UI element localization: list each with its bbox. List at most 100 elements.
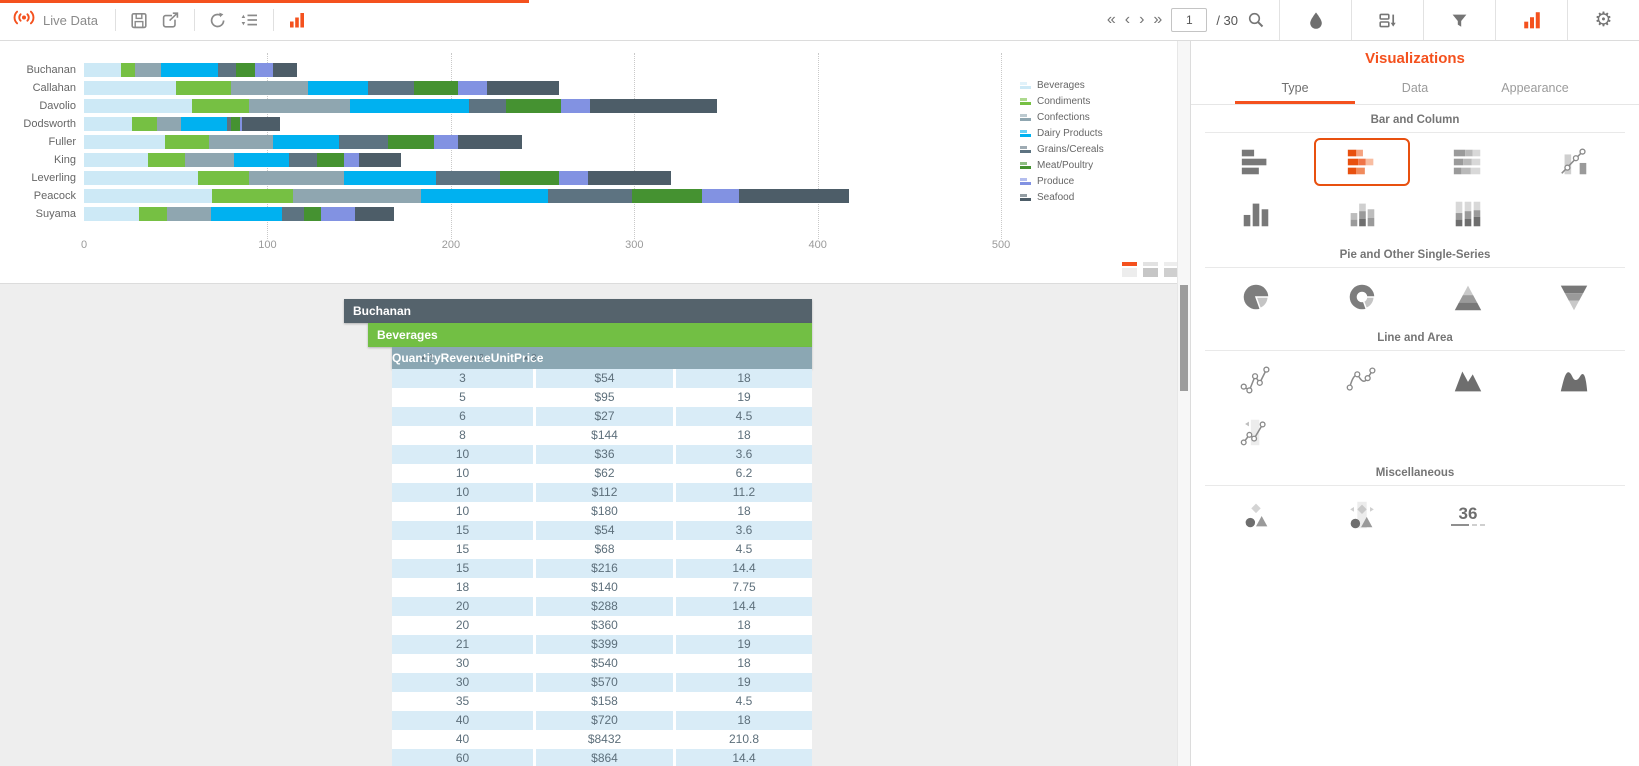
spline-chart-type-button[interactable] — [1345, 354, 1379, 406]
table-row[interactable]: 40 $8432 210.8 — [392, 730, 812, 749]
table-row[interactable]: 10 $36 3.6 — [392, 445, 812, 464]
stacked-bar[interactable] — [84, 63, 297, 77]
bar-segment-grains-cereals[interactable] — [282, 207, 305, 221]
stacked-bar[interactable] — [84, 189, 849, 203]
bar-segment-grains-cereals[interactable] — [227, 117, 231, 131]
next-page-button[interactable]: › — [1139, 11, 1145, 28]
bar-segment-grains-cereals[interactable] — [469, 99, 506, 113]
bar-segment-grains-cereals[interactable] — [548, 189, 633, 203]
bar-segment-confections[interactable] — [230, 81, 308, 95]
scrollbar-thumb[interactable] — [1180, 285, 1188, 391]
area-chart-type-button[interactable] — [1451, 354, 1485, 406]
table-row[interactable]: 15 $216 14.4 — [392, 559, 812, 578]
bar-segment-beverages[interactable] — [84, 63, 121, 77]
bar-segment-produce[interactable] — [458, 81, 488, 95]
bar-segment-produce[interactable] — [239, 117, 242, 131]
bar-segment-beverages[interactable] — [84, 153, 149, 167]
bar-segment-dairy-products[interactable] — [344, 171, 437, 185]
column-header-unitprice[interactable]: UnitPrice ▲ 3 — [491, 347, 544, 369]
bar-segment-condiments[interactable] — [212, 189, 294, 203]
bar-segment-dairy-products[interactable] — [307, 81, 369, 95]
bar-segment-seafood[interactable] — [590, 99, 717, 113]
table-row[interactable]: 6 $27 4.5 — [392, 407, 812, 426]
chart-icon[interactable] — [281, 3, 313, 37]
prev-page-button[interactable]: ‹ — [1124, 11, 1131, 28]
table-group-header-employee[interactable]: Buchanan — [344, 299, 812, 323]
table-row[interactable]: 20 $360 18 — [392, 616, 812, 635]
number-chart-type-button[interactable]: 36 — [1451, 489, 1485, 541]
bar-segment-condiments[interactable] — [139, 207, 167, 221]
bar-segment-condiments[interactable] — [120, 63, 136, 77]
report-options-icon[interactable] — [234, 3, 266, 37]
bar-segment-confections[interactable] — [293, 189, 422, 203]
stacked-bar[interactable] — [84, 153, 402, 167]
stacked-bar[interactable] — [84, 81, 560, 95]
mini-page-indicator-active[interactable] — [1122, 262, 1137, 277]
bar-segment-meat-poultry[interactable] — [236, 63, 255, 77]
page-number-input[interactable] — [1171, 8, 1208, 32]
scatter-range-chart-type-button[interactable] — [1345, 489, 1379, 541]
bar-segment-produce[interactable] — [320, 207, 356, 221]
table-row[interactable]: 10 $180 18 — [392, 502, 812, 521]
bar-segment-meat-poultry[interactable] — [500, 171, 560, 185]
table-row[interactable]: 8 $144 18 — [392, 426, 812, 445]
bar-segment-produce[interactable] — [344, 153, 360, 167]
chart-active-icon[interactable] — [1495, 0, 1567, 40]
column-header-revenue[interactable]: Revenue ▲ 2 — [441, 347, 491, 369]
line-range-chart-type-button[interactable] — [1239, 406, 1273, 458]
bar-segment-seafood[interactable] — [355, 207, 394, 221]
stacked-column-chart-type-button[interactable] — [1345, 188, 1379, 240]
pyramid-chart-type-button[interactable] — [1451, 271, 1485, 323]
full-stacked-bar-chart-type-button[interactable] — [1451, 136, 1485, 188]
bar-segment-condiments[interactable] — [175, 81, 231, 95]
bar-segment-beverages[interactable] — [84, 81, 176, 95]
stacked-bar[interactable] — [84, 171, 671, 185]
bar-segment-meat-poultry[interactable] — [414, 81, 459, 95]
bar-segment-dairy-products[interactable] — [349, 99, 470, 113]
stacked-bar[interactable] — [84, 99, 717, 113]
bar-segment-meat-poultry[interactable] — [304, 207, 321, 221]
stacked-bar[interactable] — [84, 135, 523, 149]
bar-segment-beverages[interactable] — [84, 99, 193, 113]
spline-area-chart-type-button[interactable] — [1557, 354, 1591, 406]
bar-segment-dairy-products[interactable] — [272, 135, 339, 149]
legend-item[interactable]: Seafood — [1020, 189, 1104, 205]
column-chart-type-button[interactable] — [1239, 188, 1273, 240]
bar-segment-confections[interactable] — [208, 135, 273, 149]
bar-segment-beverages[interactable] — [84, 189, 213, 203]
bar-segment-seafood[interactable] — [241, 117, 281, 131]
last-page-button[interactable]: » — [1153, 11, 1163, 28]
bar-segment-produce[interactable] — [254, 63, 273, 77]
fields-sort-icon[interactable] — [1351, 0, 1423, 40]
bar-segment-confections[interactable] — [135, 63, 162, 77]
legend-item[interactable]: Condiments — [1020, 93, 1104, 109]
bar-segment-grains-cereals[interactable] — [338, 135, 389, 149]
table-row[interactable]: 18 $140 7.75 — [392, 578, 812, 597]
funnel-chart-type-button[interactable] — [1557, 271, 1591, 323]
bar-segment-dairy-products[interactable] — [234, 153, 290, 167]
legend-item[interactable]: Dairy Products — [1020, 125, 1104, 141]
stacked-bar-chart-type-button[interactable] — [1314, 136, 1410, 188]
legend-item[interactable]: Produce — [1020, 173, 1104, 189]
filter-icon[interactable] — [1423, 0, 1495, 40]
table-row[interactable]: 35 $158 4.5 — [392, 692, 812, 711]
bar-segment-beverages[interactable] — [84, 135, 165, 149]
table-row[interactable]: 15 $68 4.5 — [392, 540, 812, 559]
mini-page-indicator[interactable] — [1143, 262, 1158, 277]
full-stacked-column-chart-type-button[interactable] — [1451, 188, 1485, 240]
table-row[interactable]: 10 $112 11.2 — [392, 483, 812, 502]
bar-segment-condiments[interactable] — [164, 135, 209, 149]
bar-segment-beverages[interactable] — [84, 171, 198, 185]
scatter-chart-type-button[interactable] — [1239, 489, 1273, 541]
bar-segment-meat-poultry[interactable] — [505, 99, 561, 113]
pie-chart-type-button[interactable] — [1239, 271, 1273, 323]
bar-segment-meat-poultry[interactable] — [388, 135, 435, 149]
share-icon[interactable] — [155, 3, 187, 37]
legend-item[interactable]: Grains/Cereals — [1020, 141, 1104, 157]
table-row[interactable]: 30 $570 19 — [392, 673, 812, 692]
bar-segment-dairy-products[interactable] — [161, 63, 218, 77]
stacked-bar[interactable] — [84, 207, 394, 221]
bar-segment-seafood[interactable] — [738, 189, 849, 203]
legend-item[interactable]: Beverages — [1020, 77, 1104, 93]
bar-segment-condiments[interactable] — [197, 171, 250, 185]
